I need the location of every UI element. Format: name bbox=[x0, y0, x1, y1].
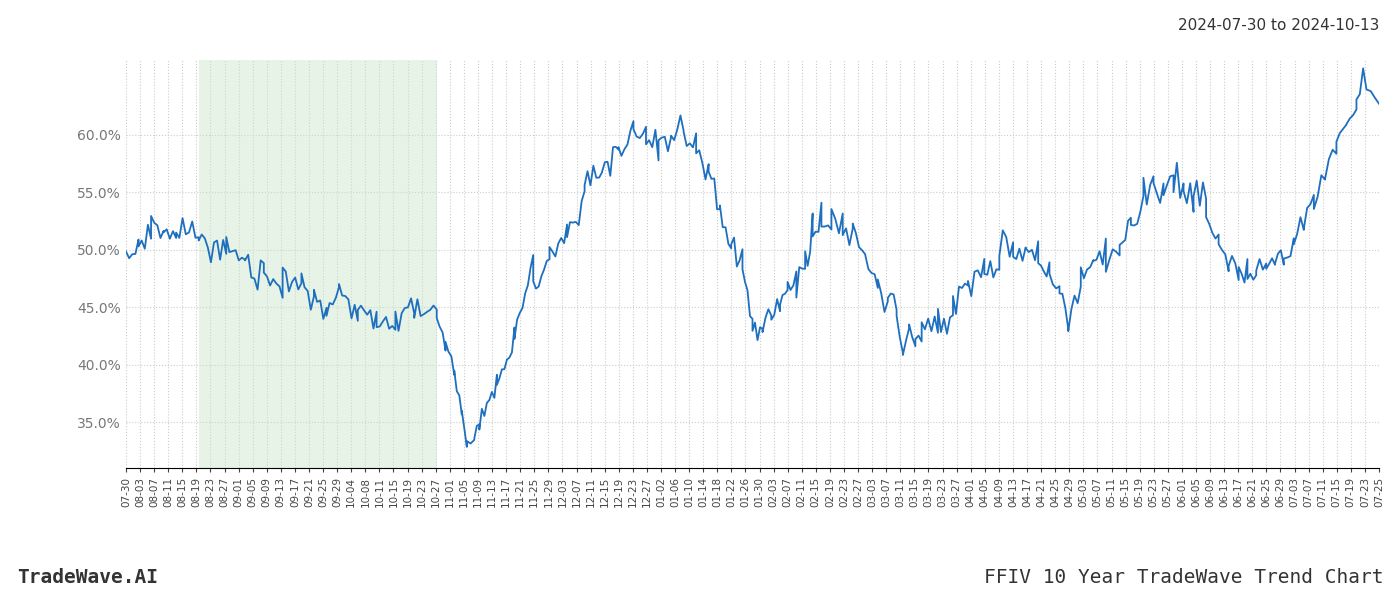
Text: 2024-07-30 to 2024-10-13: 2024-07-30 to 2024-10-13 bbox=[1177, 18, 1379, 33]
Text: TradeWave.AI: TradeWave.AI bbox=[17, 568, 158, 587]
Bar bbox=[199, 60, 437, 468]
Text: FFIV 10 Year TradeWave Trend Chart: FFIV 10 Year TradeWave Trend Chart bbox=[984, 568, 1383, 587]
